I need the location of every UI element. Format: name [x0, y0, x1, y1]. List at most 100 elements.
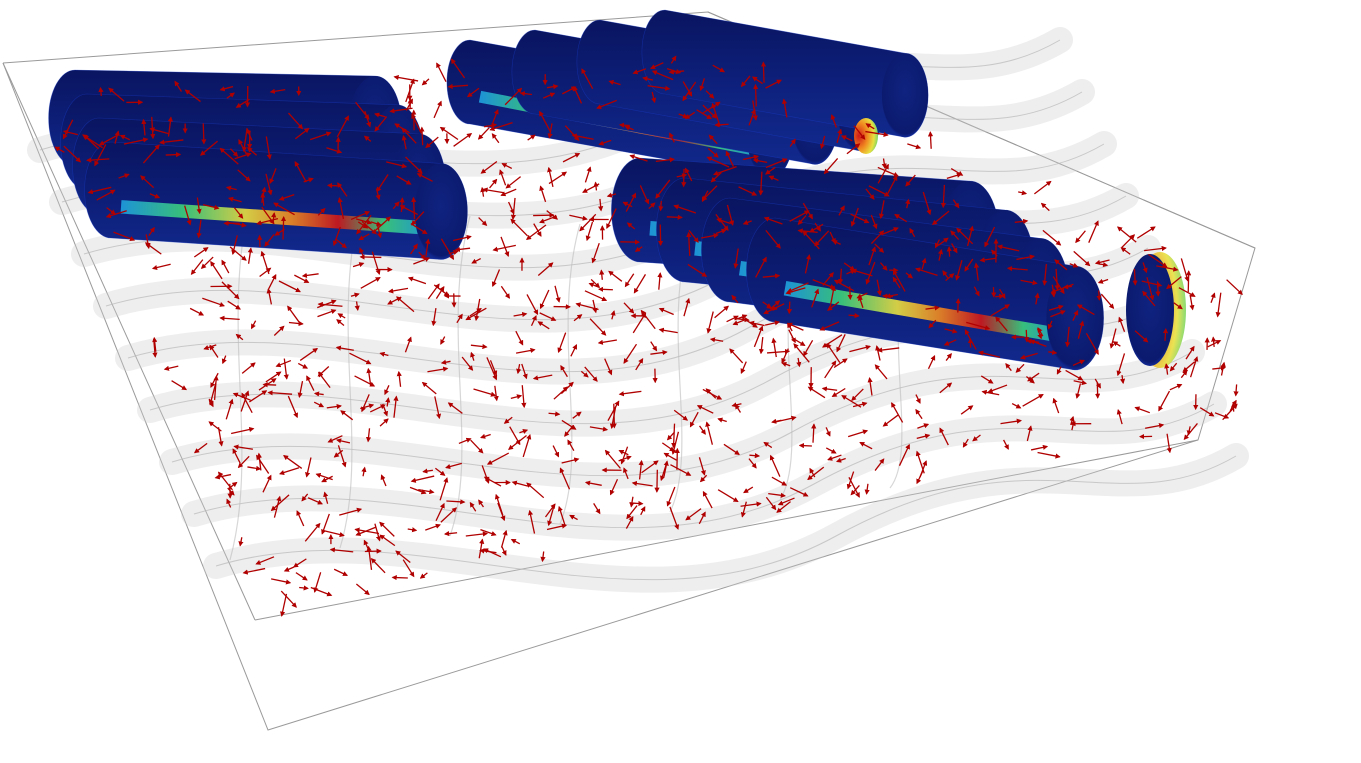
- velocity-arrow: [454, 246, 471, 252]
- velocity-arrow: [789, 210, 810, 222]
- velocity-arrow: [410, 475, 435, 483]
- velocity-arrow: [584, 366, 598, 382]
- velocity-arrow: [360, 277, 381, 289]
- velocity-arrow: [1136, 226, 1156, 239]
- velocity-arrow: [492, 244, 516, 252]
- velocity-arrow: [310, 586, 333, 597]
- tube-cap: [414, 163, 468, 260]
- velocity-arrow: [579, 213, 597, 232]
- velocity-arrow: [669, 506, 680, 530]
- velocity-arrow: [640, 309, 656, 330]
- velocity-arrow: [1120, 247, 1131, 255]
- velocity-arrow: [564, 424, 574, 437]
- velocity-arrow: [629, 496, 635, 508]
- velocity-arrow: [639, 185, 650, 205]
- velocity-arrow: [193, 247, 209, 258]
- velocity-arrow: [370, 557, 386, 574]
- velocity-arrow: [1229, 399, 1237, 412]
- velocity-arrow: [1211, 336, 1217, 347]
- velocity-arrow: [999, 288, 1006, 299]
- velocity-arrow: [905, 272, 914, 279]
- velocity-arrow: [480, 528, 497, 536]
- velocity-arrow: [230, 426, 255, 435]
- velocity-arrow: [247, 247, 253, 264]
- velocity-arrow: [265, 173, 273, 196]
- tube-cap: [1046, 266, 1104, 370]
- velocity-arrow: [278, 194, 295, 201]
- velocity-arrow: [393, 395, 399, 418]
- velocity-arrow: [280, 215, 287, 240]
- velocity-arrow: [753, 83, 759, 107]
- velocity-arrow: [851, 388, 864, 402]
- velocity-arrow: [189, 307, 205, 316]
- velocity-arrow: [392, 201, 400, 210]
- velocity-arrow: [765, 158, 788, 169]
- velocity-arrow: [327, 435, 343, 443]
- surface-ribbon-edge: [193, 403, 1215, 529]
- velocity-arrow: [379, 534, 396, 547]
- velocity-arrow: [1119, 375, 1126, 385]
- velocity-arrow: [758, 171, 764, 196]
- velocity-arrow: [684, 167, 693, 182]
- velocity-arrow: [938, 237, 949, 246]
- velocity-arrow: [547, 123, 553, 139]
- velocity-arrow: [416, 173, 433, 182]
- velocity-arrow: [526, 482, 545, 499]
- velocity-arrow: [1075, 383, 1082, 399]
- velocity-arrow: [973, 262, 980, 281]
- velocity-arrow: [287, 395, 299, 419]
- velocity-arrow: [789, 487, 809, 497]
- velocity-arrow: [326, 403, 342, 410]
- velocity-arrow: [1076, 304, 1095, 316]
- velocity-arrow: [836, 128, 843, 143]
- velocity-arrow: [1142, 262, 1148, 274]
- velocity-arrow: [395, 550, 411, 563]
- velocity-arrow: [247, 147, 258, 156]
- velocity-arrow: [148, 226, 155, 237]
- velocity-arrow: [427, 366, 449, 373]
- velocity-arrow: [776, 501, 791, 513]
- velocity-arrow: [374, 112, 386, 118]
- velocity-arrow: [822, 271, 834, 286]
- velocity-arrow: [1056, 366, 1062, 375]
- velocity-arrow: [706, 311, 714, 334]
- velocity-arrow: [402, 559, 415, 578]
- velocity-arrow: [853, 125, 866, 140]
- velocity-arrow: [184, 205, 192, 226]
- velocity-arrow: [945, 273, 955, 282]
- velocity-arrow: [764, 166, 776, 175]
- velocity-arrow: [248, 390, 268, 403]
- velocity-arrow: [313, 391, 324, 397]
- velocity-arrow: [767, 348, 791, 355]
- tube-bundle-right: [611, 157, 1186, 371]
- velocity-arrow: [418, 488, 435, 495]
- velocity-arrow: [1142, 290, 1156, 307]
- velocity-arrow: [592, 299, 598, 314]
- velocity-arrow: [870, 214, 878, 230]
- velocity-arrow: [255, 556, 275, 565]
- velocity-arrow: [301, 272, 319, 279]
- velocity-arrow: [87, 186, 112, 195]
- velocity-arrow: [217, 427, 224, 447]
- velocity-arrow: [731, 294, 739, 304]
- velocity-arrow: [1024, 329, 1030, 343]
- velocity-arrow: [826, 342, 841, 363]
- velocity-arrow: [508, 435, 527, 451]
- velocity-arrow: [867, 377, 873, 396]
- velocity-arrow: [821, 386, 838, 392]
- velocity-arrow: [548, 171, 568, 185]
- velocity-arrow: [1094, 378, 1101, 389]
- velocity-arrow: [830, 114, 838, 128]
- velocity-arrow: [491, 133, 500, 144]
- velocity-arrow: [712, 64, 726, 73]
- velocity-arrow: [1118, 316, 1126, 332]
- velocity-arrow: [876, 347, 900, 353]
- velocity-arrow: [247, 465, 262, 471]
- velocity-arrow: [635, 357, 644, 371]
- velocity-arrow: [407, 527, 418, 533]
- velocity-arrow: [1011, 402, 1022, 409]
- velocity-arrow: [962, 438, 969, 448]
- velocity-arrow: [751, 76, 763, 85]
- velocity-arrow: [354, 527, 380, 535]
